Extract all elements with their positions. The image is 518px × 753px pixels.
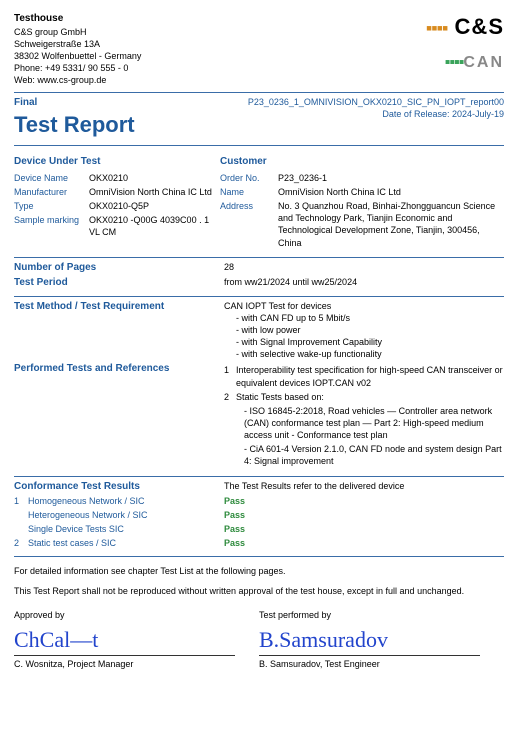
- method-d3: - with Signal Improvement Capability: [224, 337, 382, 347]
- res-p2: Pass: [224, 509, 504, 521]
- performed-signature: B.Samsuradov: [259, 625, 504, 653]
- cs-logo-text: C&S: [455, 14, 504, 39]
- res-n1: 1: [14, 495, 28, 507]
- dut-heading: Device Under Test: [14, 155, 214, 169]
- res-l4: Static test cases / SIC: [28, 537, 224, 549]
- approved-signature: ChCal—t: [14, 625, 259, 653]
- testhouse-title: Testhouse: [14, 13, 63, 24]
- footnote-1: For detailed information see chapter Tes…: [14, 565, 504, 577]
- res-p3: Pass: [224, 523, 504, 535]
- performed-k: Performed Tests and References: [14, 362, 224, 376]
- res-l1: Homogeneous Network / SIC: [28, 495, 224, 507]
- order-v: P23_0236-1: [278, 172, 504, 184]
- device-name-v: OKX0210: [89, 172, 214, 184]
- report-number: P23_0236_1_OMNIVISION_OKX0210_SIC_PN_IOP…: [248, 96, 504, 108]
- approved-by-k: Approved by: [14, 609, 259, 621]
- perf-n2: 2: [224, 391, 236, 403]
- perf-n1: 1: [224, 364, 236, 388]
- type-v: OKX0210-Q5P: [89, 200, 214, 212]
- method-head: CAN IOPT Test for devices: [224, 301, 331, 311]
- can-logo-text: CAN: [463, 54, 504, 71]
- cs-logo: ▪▪▪▪ C&S: [426, 12, 504, 42]
- sample-k: Sample marking: [14, 214, 89, 238]
- pages-v: 28: [224, 261, 504, 273]
- perf-t1: Interoperability test specification for …: [236, 364, 504, 388]
- res-l2: Heterogeneous Network / SIC: [28, 509, 224, 521]
- testhouse-web: Web: www.cs-group.de: [14, 75, 106, 85]
- res-p4: Pass: [224, 537, 504, 549]
- pages-k: Number of Pages: [14, 261, 224, 275]
- can-logo: ▪▪▪▪CAN: [426, 52, 504, 74]
- perf-t2: Static Tests based on:: [236, 391, 504, 403]
- manufacturer-v: OmniVision North China IC Ltd: [89, 186, 214, 198]
- logo-area: ▪▪▪▪ C&S ▪▪▪▪CAN: [426, 12, 504, 86]
- testhouse-phone: Phone: +49 5331/ 90 555 - 0: [14, 63, 128, 73]
- sample-v: OKX0210 -Q00G 4039C00 . 1 VL CM: [89, 214, 214, 238]
- footnote-2: This Test Report shall not be reproduced…: [14, 585, 504, 597]
- address-k: Address: [220, 200, 278, 249]
- testhouse-street: Schweigerstraße 13A: [14, 39, 100, 49]
- customer-heading: Customer: [220, 155, 504, 169]
- res-n4: 2: [14, 537, 28, 549]
- testhouse-company: C&S group GmbH: [14, 27, 87, 37]
- period-v: from ww21/2024 until ww25/2024: [224, 276, 504, 288]
- results-note: The Test Results refer to the delivered …: [224, 480, 504, 492]
- customer-name-k: Name: [220, 186, 278, 198]
- release-date: Date of Release: 2024-July-19: [248, 108, 504, 120]
- period-k: Test Period: [14, 276, 224, 290]
- page-title: Test Report: [14, 110, 135, 140]
- performed-by-k: Test performed by: [259, 609, 504, 621]
- type-k: Type: [14, 200, 89, 212]
- customer-name-v: OmniVision North China IC Ltd: [278, 186, 504, 198]
- method-d1: - with CAN FD up to 5 Mbit/s: [224, 313, 350, 323]
- address-v: No. 3 Quanzhou Road, Binhai-Zhongguancun…: [278, 200, 504, 249]
- res-p1: Pass: [224, 495, 504, 507]
- method-d4: - with selective wake-up functionality: [224, 349, 382, 359]
- results-k: Conformance Test Results: [14, 480, 224, 494]
- manufacturer-k: Manufacturer: [14, 186, 89, 198]
- testhouse-city: 38302 Wolfenbuettel - Germany: [14, 51, 141, 61]
- status-final: Final: [14, 96, 135, 110]
- device-name-k: Device Name: [14, 172, 89, 184]
- testhouse-block: Testhouse C&S group GmbH Schweigerstraße…: [14, 12, 141, 86]
- perf-t2a: - ISO 16845-2:2018, Road vehicles — Cont…: [236, 405, 504, 441]
- performed-name: B. Samsuradov, Test Engineer: [259, 658, 504, 670]
- method-d2: - with low power: [224, 325, 301, 335]
- order-k: Order No.: [220, 172, 278, 184]
- res-l3: Single Device Tests SIC: [28, 523, 224, 535]
- perf-t2b: - CiA 601-4 Version 2.1.0, CAN FD node a…: [236, 443, 504, 467]
- method-k: Test Method / Test Requirement: [14, 300, 224, 314]
- approved-name: C. Wosnitza, Project Manager: [14, 658, 259, 670]
